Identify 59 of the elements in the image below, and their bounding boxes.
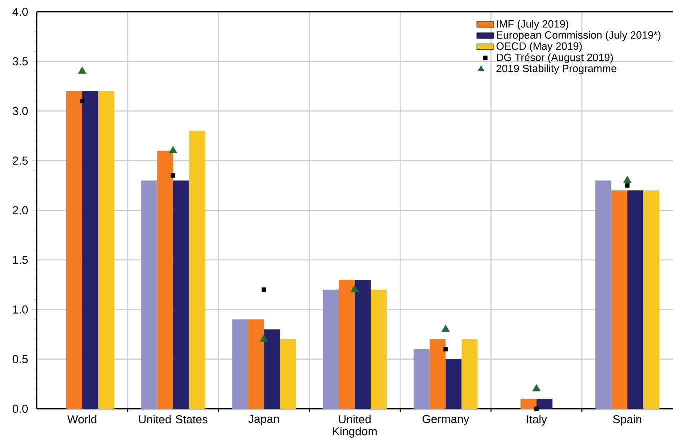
bar xyxy=(173,180,190,409)
point xyxy=(78,66,87,74)
bar xyxy=(189,131,206,409)
x-tick-label: United States xyxy=(139,415,208,424)
y-tick-label: 3.5 xyxy=(12,58,28,66)
y-tick-label: 4.0 xyxy=(12,8,28,16)
bar xyxy=(371,290,387,409)
bar xyxy=(520,399,537,409)
x-tick-label: World xyxy=(68,415,97,424)
bar xyxy=(612,190,628,409)
point xyxy=(350,285,360,292)
point xyxy=(80,99,85,104)
bar xyxy=(323,290,339,409)
x-tick-label: Germany xyxy=(422,415,470,426)
legend-label: European Commission (July 2019*) xyxy=(497,31,661,42)
bar xyxy=(98,91,114,409)
point xyxy=(442,324,450,332)
bar xyxy=(446,359,462,409)
point xyxy=(171,174,176,178)
bar xyxy=(536,399,553,409)
point xyxy=(534,406,539,412)
y-tick-label: 2.5 xyxy=(13,156,28,165)
bar xyxy=(141,180,158,409)
x-tick-label: Japan xyxy=(248,415,280,426)
point xyxy=(532,384,541,392)
bar xyxy=(430,340,446,409)
y-tick-label: 1.0 xyxy=(13,306,28,314)
legend-label: DG Trésor (August 2019) xyxy=(497,53,614,64)
bar xyxy=(232,320,248,409)
point xyxy=(260,334,268,342)
point xyxy=(623,176,632,184)
point xyxy=(625,183,630,188)
bar xyxy=(248,320,264,409)
y-tick-label: 3.0 xyxy=(12,107,28,116)
bar xyxy=(644,190,660,409)
point xyxy=(444,347,448,352)
bar xyxy=(66,91,82,409)
x-tick-label: Spain xyxy=(613,415,642,426)
legend-label: OECD (May 2019) xyxy=(496,42,582,52)
bar xyxy=(414,349,430,409)
legend-label: 2019 Stability Programme xyxy=(496,64,617,75)
bar xyxy=(355,280,371,409)
bar xyxy=(628,190,644,409)
bar xyxy=(157,150,174,409)
bar xyxy=(462,340,478,409)
x-tick-label: United Kingdom xyxy=(333,415,377,438)
y-tick-label: 0.5 xyxy=(12,355,28,364)
x-tick-label: Italy xyxy=(527,415,548,426)
y-tick-label: 0.0 xyxy=(12,404,28,414)
bar xyxy=(264,330,280,409)
point xyxy=(169,146,178,154)
bar xyxy=(82,91,98,409)
bar xyxy=(339,280,355,409)
y-tick-label: 1.5 xyxy=(13,256,28,264)
point xyxy=(262,288,266,292)
y-tick-label: 2.0 xyxy=(13,206,28,215)
legend-label: IMF (July 2019) xyxy=(497,20,569,30)
bar xyxy=(280,340,296,409)
bar xyxy=(596,180,612,409)
